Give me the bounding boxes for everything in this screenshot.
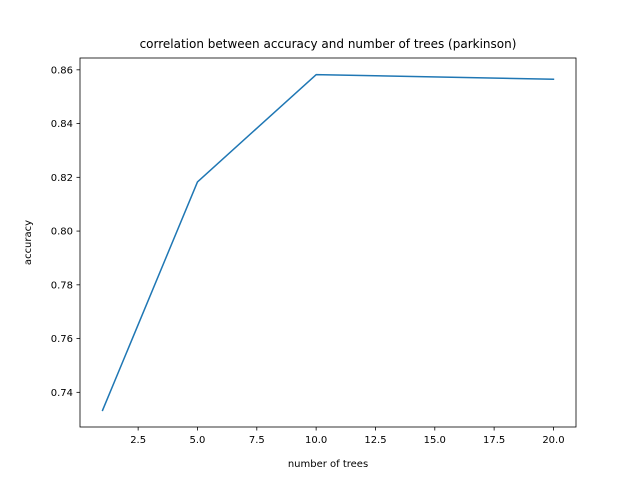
y-tick-label: 0.76 (51, 334, 73, 345)
x-tick-label: 10.0 (305, 435, 327, 446)
y-tick-label: 0.84 (51, 119, 73, 130)
x-tick-label: 7.5 (249, 435, 265, 446)
chart-title: correlation between accuracy and number … (140, 37, 517, 51)
x-tick-label: 17.5 (483, 435, 505, 446)
x-axis-label: number of trees (288, 459, 368, 470)
x-axis-ticks: 2.5 5.0 7.5 10.0 12.5 15.0 17.5 20.0 (130, 427, 564, 446)
y-axis-label: accuracy (23, 220, 34, 265)
y-tick-label: 0.86 (51, 65, 73, 76)
x-tick-label: 15.0 (424, 435, 446, 446)
x-tick-label: 2.5 (130, 435, 146, 446)
y-tick-label: 0.82 (51, 173, 73, 184)
x-tick-label: 12.5 (364, 435, 386, 446)
y-tick-label: 0.78 (51, 280, 73, 291)
y-tick-label: 0.80 (51, 227, 73, 238)
y-tick-label: 0.74 (51, 388, 73, 399)
plot-area (80, 58, 576, 427)
x-tick-label: 5.0 (190, 435, 206, 446)
y-axis-ticks: 0.74 0.76 0.78 0.80 0.82 0.84 0.86 (51, 65, 80, 399)
x-tick-label: 20.0 (542, 435, 564, 446)
